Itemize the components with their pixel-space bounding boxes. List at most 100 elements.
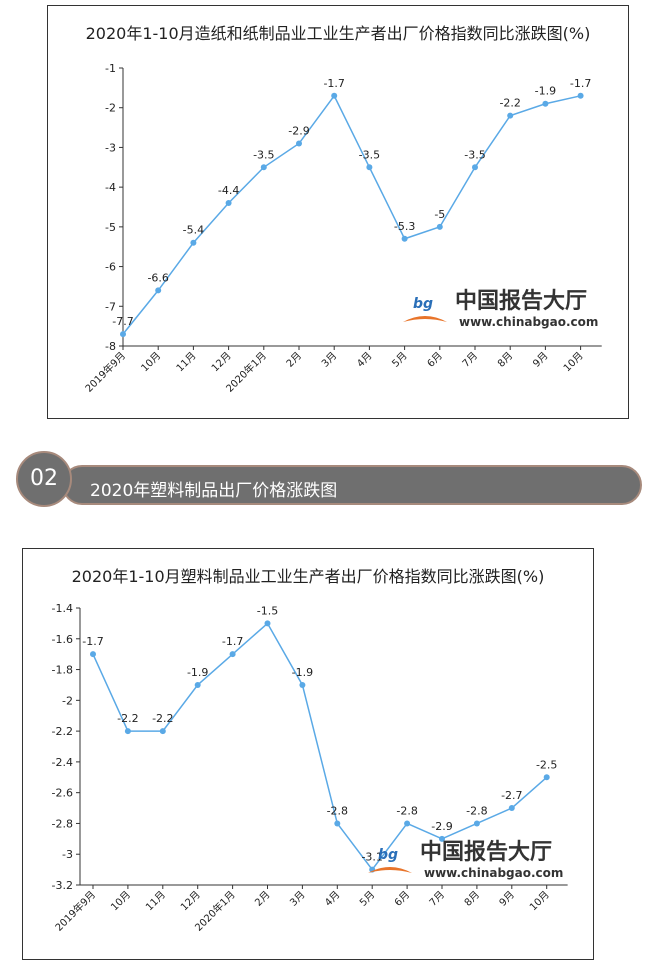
data-point [159,728,166,735]
data-label: -2.5 [536,758,557,771]
watermark-brand: 中国报告大厅 [420,840,552,865]
data-point [194,681,201,688]
data-label: -5.3 [394,220,415,233]
y-tick-label: -3 [62,848,73,861]
data-label: -2.7 [501,789,522,802]
data-point [472,164,478,171]
y-tick-label: -1.8 [52,664,73,677]
data-label: -5.4 [183,224,204,237]
data-point [404,820,411,827]
x-tick-label: 5月 [357,889,377,909]
data-label: -7.7 [112,315,133,328]
x-tick-label: 2月 [253,889,273,909]
x-tick-label: 10月 [527,889,552,914]
data-point [229,651,236,658]
y-tick-label: -6 [105,261,116,274]
data-point [439,835,445,842]
data-label: -6.6 [147,271,168,284]
x-tick-label: 10月 [108,889,133,914]
series-line [122,94,581,335]
data-label: -3.1 [361,851,382,864]
data-label: -2.2 [117,712,138,725]
data-label: -1.7 [570,77,591,90]
data-label: -2.9 [431,820,452,833]
y-tick-label: -2 [105,102,116,115]
y-tick-label: -8 [105,340,116,353]
data-point [155,287,162,294]
series-line [92,622,548,871]
chart-svg: -1.4 -1.6 -1.8 -2 -2.2 -2.4 -2.6 -2.8 -3 -3.22019… [52,602,568,934]
x-tick-label: 3月 [287,889,307,909]
x-tick-label: 2019年9月 [82,349,128,395]
data-label: -2.8 [327,804,348,817]
watermark-url: www.chinabgao.com [459,315,598,329]
logo-mark: bg [378,847,398,863]
data-label: -1.9 [535,85,556,98]
data-label: -3.5 [464,148,485,161]
data-label: -2.8 [466,804,487,817]
data-point [296,140,302,147]
x-tick-label: 5月 [390,350,410,370]
x-tick-label: 8月 [462,889,482,909]
x-tick-label: 4月 [354,350,374,370]
y-tick-label: -2.6 [52,787,73,800]
x-tick-label: 2月 [284,350,304,370]
data-label: -1.7 [222,635,243,648]
x-tick-label: 2019年9月 [52,888,98,934]
data-label: -2.8 [396,804,417,817]
x-tick-label: 10月 [561,350,586,375]
y-tick-label: -2 [62,694,73,707]
logo-mark: bg [413,296,433,312]
chart-plastic-products: 2020年1-10月塑料制品业工业生产者出厂价格指数同比涨跌图(%) -1.4-… [22,548,594,960]
y-tick-label: -1.6 [52,633,73,646]
data-point [264,620,271,627]
y-tick-label: -3 [105,141,116,154]
data-point [190,239,197,246]
data-point [124,728,131,735]
data-label: -1.5 [257,604,278,617]
x-tick-label: 9月 [530,350,550,370]
data-label: -2.9 [288,124,309,137]
x-tick-label: 4月 [322,889,342,909]
x-tick-label: 10月 [139,350,164,375]
data-point [120,331,126,338]
x-tick-label: 3月 [319,350,339,370]
chart-title: 2020年1-10月塑料制品业工业生产者出厂价格指数同比涨跌图(%) [71,567,545,586]
data-point [401,235,408,242]
data-point [225,200,232,207]
data-label: -5 [434,208,445,221]
y-tick-label: -2.2 [52,725,73,738]
data-label: -1.7 [82,635,103,648]
section-title: 2020年塑料制品出厂价格涨跌图 [90,481,338,501]
y-tick-label: -5 [105,221,116,234]
section-header-bar [62,465,642,505]
x-tick-label: 6月 [392,889,412,909]
data-point [507,112,514,119]
data-point [366,164,373,171]
y-tick-label: -1 [105,62,116,75]
x-tick-label: 6月 [425,350,445,370]
data-label: -1.7 [323,77,344,90]
data-point [299,681,306,688]
x-tick-label: 9月 [497,889,517,909]
x-tick-label: 7月 [427,889,447,909]
section-number: 02 [16,451,72,507]
y-tick-label: -4 [105,181,116,194]
data-point [331,92,338,99]
chart-title: 2020年1-10月造纸和纸制品业工业生产者出厂价格指数同比涨跌图(%) [85,24,591,43]
x-tick-label: 11月 [174,350,199,375]
y-tick-label: -2.8 [52,817,73,830]
x-tick-label: 8月 [495,350,515,370]
data-label: -2.2 [499,97,520,110]
logo-icon [403,316,447,322]
data-label: -4.4 [218,184,239,197]
logo-icon [368,867,412,873]
y-tick-label: -7 [105,300,116,313]
data-point [542,100,549,107]
watermark-brand: 中国报告大厅 [455,289,587,314]
data-label: -2.2 [152,712,173,725]
x-tick-label: 12月 [178,889,203,914]
data-label: -1.9 [292,666,313,679]
data-point [508,805,515,812]
